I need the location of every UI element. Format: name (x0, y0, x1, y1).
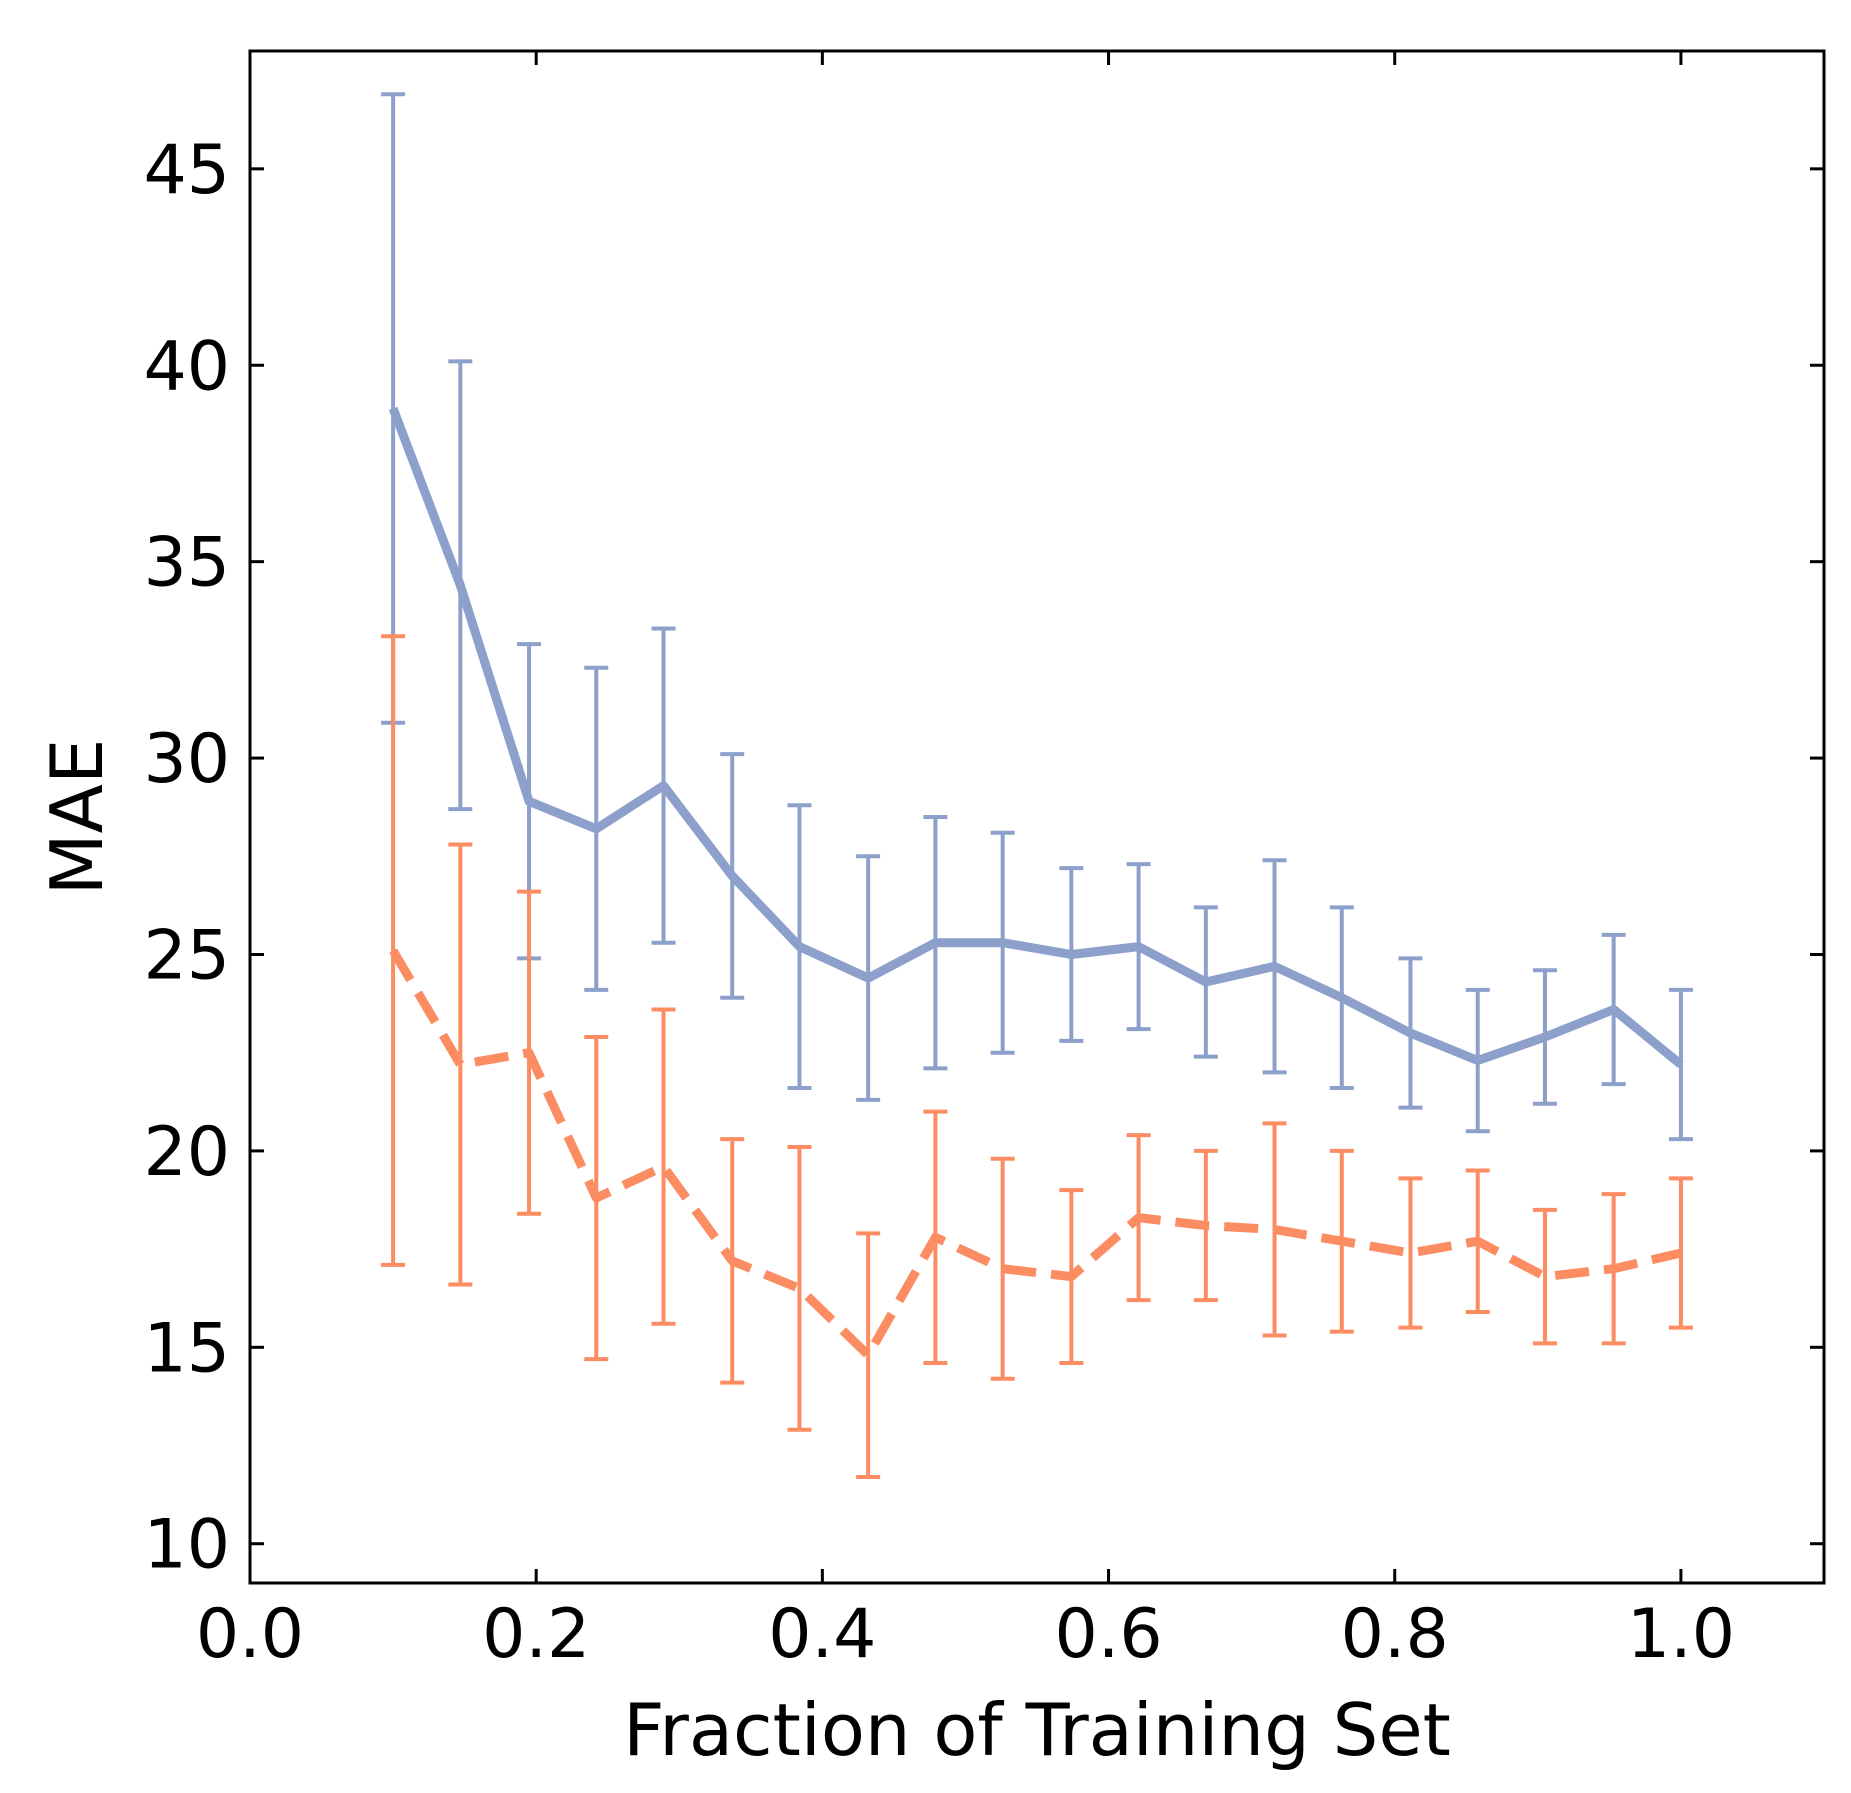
y-tick-label: 15 (143, 1309, 230, 1388)
series-1 (381, 92, 1693, 1142)
y-tick-label: 10 (143, 1506, 230, 1585)
y-tick-label: 35 (143, 524, 230, 603)
x-tick-label: 0.0 (196, 1595, 304, 1674)
x-tick-label: 1.0 (1627, 1595, 1735, 1674)
y-tick-label: 40 (143, 327, 230, 406)
x-tick-label: 0.8 (1341, 1595, 1449, 1674)
x-axis-label: Fraction of Training Set (623, 1688, 1451, 1772)
series-line-1 (388, 406, 1684, 1068)
x-tick-label: 0.2 (482, 1595, 590, 1674)
y-axis-label: MAE (35, 739, 119, 896)
error-bars-series-2 (381, 634, 1693, 1479)
y-tick-label: 20 (143, 1113, 230, 1192)
plot-marks (381, 92, 1693, 1479)
x-tick-label: 0.4 (768, 1595, 876, 1674)
y-tick-label: 45 (143, 131, 230, 210)
y-tick-label: 30 (143, 720, 230, 799)
series-line-2 (389, 948, 1682, 1360)
plot-frame (248, 49, 1826, 1585)
series-2 (381, 634, 1693, 1479)
axis-ticks: 0.0 0.2 0.4 0.6 0.8 1.0 10 15 20 25 30 35 40 45 (143, 51, 1824, 1674)
y-tick-label: 25 (143, 916, 230, 995)
x-tick-label: 0.6 (1054, 1595, 1162, 1674)
